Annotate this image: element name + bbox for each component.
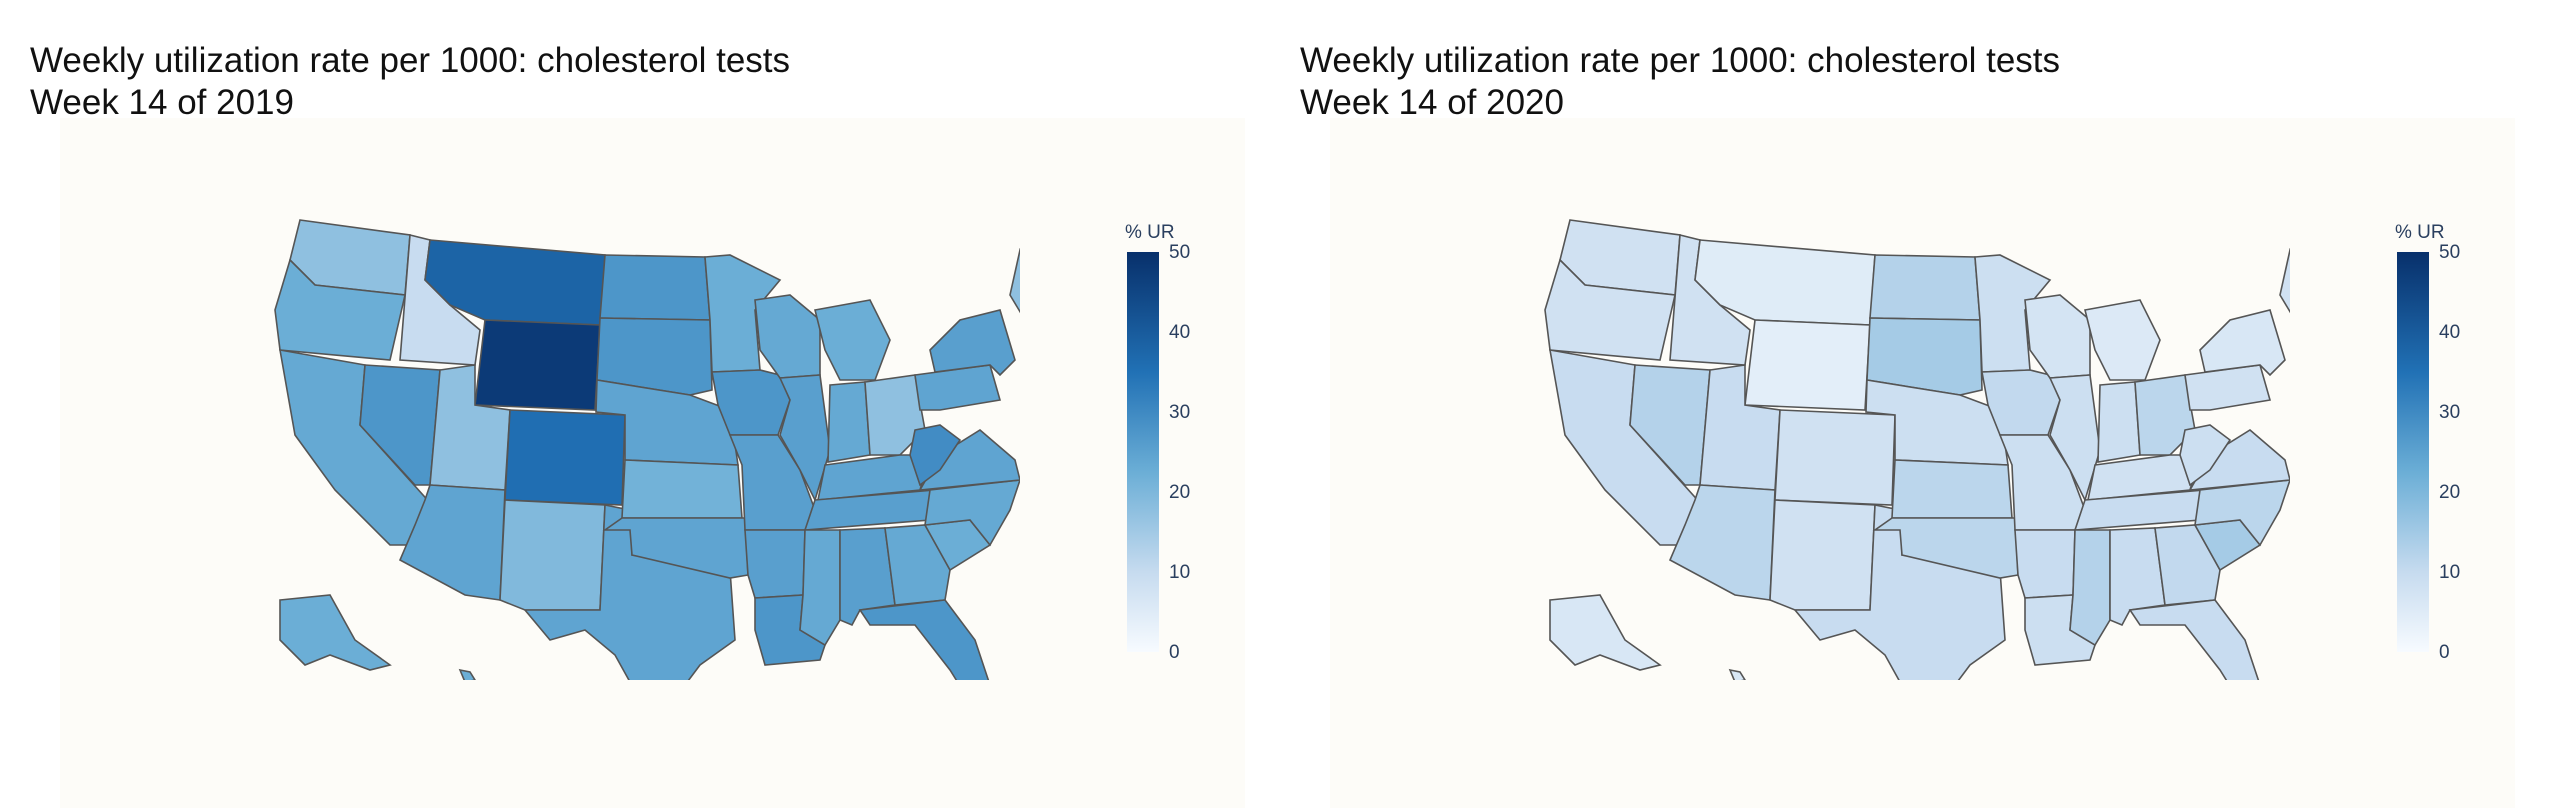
state-pa[interactable] [914, 364, 1002, 411]
state-nd[interactable] [1869, 254, 1981, 321]
colorbar-tick: 20 [1169, 482, 1191, 503]
state-nc[interactable] [924, 479, 1020, 547]
state-co[interactable] [1774, 409, 1896, 506]
title-line: Weekly utilization rate per 1000: choles… [30, 41, 791, 80]
state-sd[interactable] [596, 317, 713, 396]
chart-title: Weekly utilization rate per 1000: choles… [1300, 40, 2060, 124]
colorbar-tick: 30 [2439, 402, 2461, 423]
state-ak[interactable] [279, 594, 392, 671]
colorbar-tick: 0 [1169, 642, 1180, 663]
state-nd[interactable] [599, 254, 711, 321]
state-nv[interactable] [1629, 364, 1711, 486]
colorbar-tick: 40 [1169, 322, 1191, 343]
state-nv[interactable] [359, 364, 441, 486]
state-sd[interactable] [1866, 317, 1983, 396]
state-or[interactable] [1544, 258, 1676, 361]
state-mi[interactable] [814, 299, 891, 381]
state-ia[interactable] [711, 369, 791, 436]
state-me[interactable] [1009, 247, 1020, 320]
colorbar-tick: 30 [1169, 402, 1191, 423]
state-ak[interactable] [1549, 594, 1662, 671]
state-ar[interactable] [744, 529, 806, 599]
state-ks[interactable] [1891, 459, 2013, 519]
state-fl[interactable] [858, 599, 995, 680]
state-ny[interactable] [929, 309, 1016, 377]
state-mn[interactable] [1974, 254, 2052, 373]
state-wv[interactable] [2179, 424, 2232, 487]
colorbar-tick: 10 [2439, 562, 2461, 583]
colorbar-tick: 50 [1169, 242, 1191, 263]
colorbar-tick: 10 [1169, 562, 1191, 583]
colorbar-tick: 40 [2439, 322, 2461, 343]
state-fl[interactable] [2128, 599, 2265, 680]
map-panel-2020: Weekly utilization rate per 1000: choles… [1270, 0, 2540, 811]
chart-title: Weekly utilization rate per 1000: choles… [30, 40, 790, 124]
us-choropleth-map[interactable] [1530, 200, 2290, 680]
state-wy[interactable] [1744, 319, 1871, 411]
state-wy[interactable] [474, 319, 601, 411]
state-me[interactable] [2279, 247, 2290, 320]
colorbar-title: % UR [1125, 222, 1175, 243]
state-ny[interactable] [2199, 309, 2286, 377]
state-ga[interactable] [884, 524, 951, 606]
state-ks[interactable] [621, 459, 743, 519]
us-choropleth-map[interactable] [260, 200, 1020, 680]
state-il[interactable] [2048, 374, 2101, 503]
state-ia[interactable] [1981, 369, 2061, 436]
state-wi[interactable] [2024, 294, 2091, 379]
state-ms[interactable] [799, 529, 841, 647]
state-in[interactable] [2097, 381, 2141, 463]
colorbar-tick: 0 [2439, 642, 2450, 663]
state-mn[interactable] [704, 254, 782, 373]
state-nm[interactable] [499, 499, 606, 611]
title-line: Weekly utilization rate per 1000: choles… [1300, 41, 2061, 80]
colorbar-tick: 20 [2439, 482, 2461, 503]
colorbar: % UR 50 40 30 20 10 0 [1125, 222, 1245, 682]
state-mi[interactable] [2084, 299, 2161, 381]
colorbar: % UR 50 40 30 20 10 0 [2395, 222, 2515, 682]
state-pa[interactable] [2184, 364, 2272, 411]
subtitle-line: Week 14 of 2020 [1300, 83, 1564, 122]
state-ga[interactable] [2154, 524, 2221, 606]
state-hi[interactable] [458, 668, 476, 680]
state-ar[interactable] [2014, 529, 2076, 599]
colorbar-tick: 50 [2439, 242, 2461, 263]
state-wv[interactable] [909, 424, 962, 487]
colorbar-gradient [2397, 252, 2429, 652]
state-co[interactable] [504, 409, 626, 506]
state-or[interactable] [274, 258, 406, 361]
state-nm[interactable] [1769, 499, 1876, 611]
map-panel-2019: Weekly utilization rate per 1000: choles… [0, 0, 1270, 811]
state-nc[interactable] [2194, 479, 2290, 547]
subtitle-line: Week 14 of 2019 [30, 83, 294, 122]
state-wi[interactable] [754, 294, 821, 379]
colorbar-gradient [1127, 252, 1159, 652]
state-il[interactable] [778, 374, 831, 503]
state-in[interactable] [827, 381, 871, 463]
colorbar-title: % UR [2395, 222, 2445, 243]
state-ms[interactable] [2069, 529, 2111, 647]
state-hi[interactable] [1728, 668, 1746, 680]
